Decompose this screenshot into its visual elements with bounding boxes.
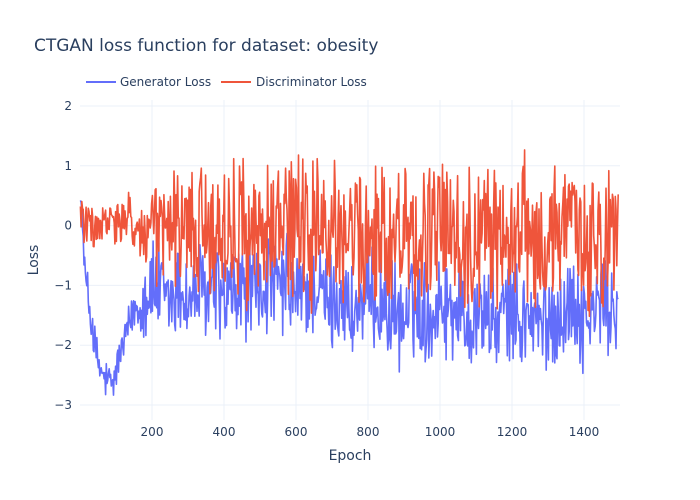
plot-area[interactable] bbox=[79, 149, 619, 396]
x-tick-label: 200 bbox=[141, 425, 164, 439]
chart-title: CTGAN loss function for dataset: obesity bbox=[34, 36, 378, 56]
y-tick-label: 0 bbox=[64, 219, 72, 233]
x-tick-labels: 200 400 600 800 1000 1200 1400 bbox=[141, 425, 600, 439]
y-axis-title: Loss bbox=[26, 245, 42, 276]
x-tick-label: 1200 bbox=[497, 425, 528, 439]
x-axis-title: Epoch bbox=[329, 448, 372, 464]
generator-loss-line[interactable] bbox=[79, 200, 619, 396]
y-tick-labels: −3 −2 −1 0 1 2 bbox=[54, 99, 72, 412]
y-tick-label: 1 bbox=[64, 159, 72, 173]
x-tick-label: 600 bbox=[285, 425, 308, 439]
legend: Generator Loss Discriminator Loss bbox=[86, 75, 367, 89]
y-tick-label: −2 bbox=[54, 338, 72, 352]
y-tick-label: 2 bbox=[64, 99, 72, 113]
legend-item-discriminator[interactable]: Discriminator Loss bbox=[221, 75, 367, 89]
legend-label-discriminator: Discriminator Loss bbox=[256, 75, 367, 89]
discriminator-loss-line[interactable] bbox=[79, 149, 619, 318]
x-tick-label: 800 bbox=[357, 425, 380, 439]
legend-label-generator: Generator Loss bbox=[120, 75, 211, 89]
y-tick-label: −1 bbox=[54, 278, 72, 292]
x-tick-label: 400 bbox=[213, 425, 236, 439]
x-tick-label: 1400 bbox=[569, 425, 600, 439]
x-tick-label: 1000 bbox=[425, 425, 456, 439]
y-tick-label: −3 bbox=[54, 398, 72, 412]
legend-item-generator[interactable]: Generator Loss bbox=[86, 75, 211, 89]
